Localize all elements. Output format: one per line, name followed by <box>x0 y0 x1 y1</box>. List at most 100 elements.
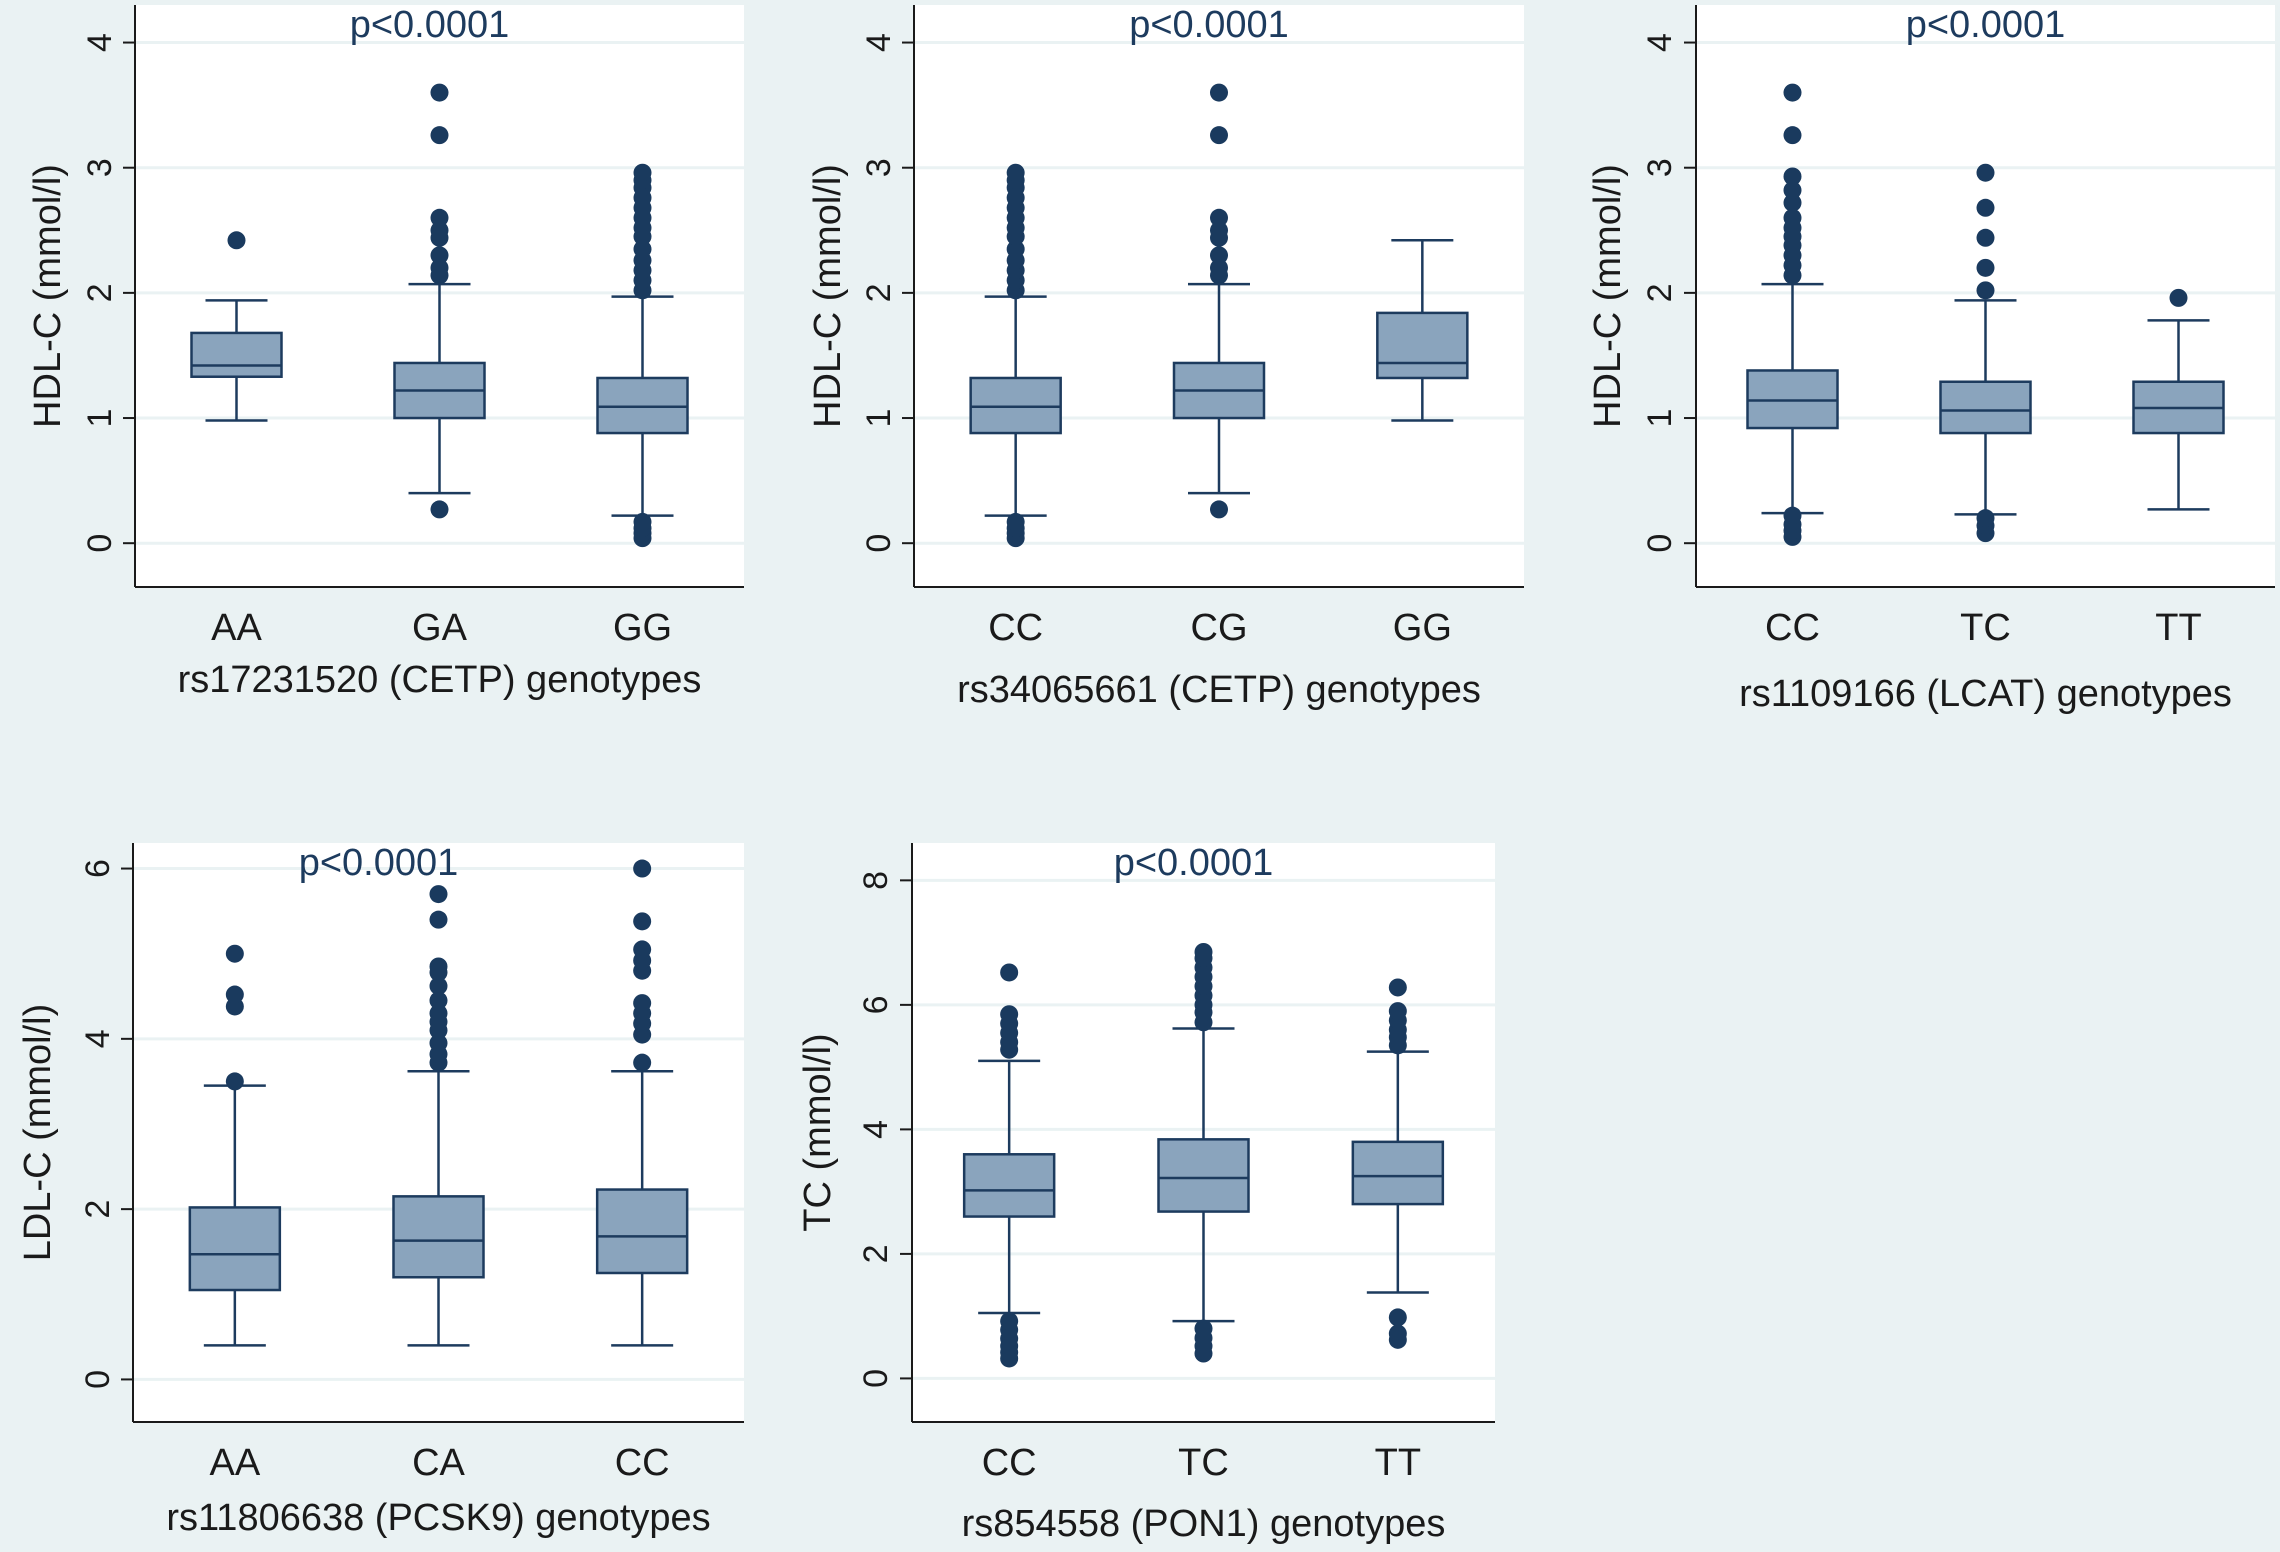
p-value-annotation: p<0.0001 <box>1906 4 2066 46</box>
outlier-point <box>1006 512 1025 531</box>
outlier-point <box>1210 246 1228 265</box>
y-tick-label: 0 <box>79 1370 117 1389</box>
outlier-point <box>1976 258 1995 277</box>
p-value-annotation: p<0.0001 <box>350 4 510 46</box>
y-tick-label: 4 <box>81 33 119 52</box>
outlier-point <box>1388 978 1407 997</box>
outlier-point <box>429 910 448 929</box>
box-CC <box>1746 83 1839 546</box>
x-tick-label: TT <box>2155 607 2201 649</box>
x-tick-label: CA <box>412 1442 465 1484</box>
y-axis-label: TC (mmol/l) <box>797 1033 839 1231</box>
outlier-point <box>1976 198 1995 217</box>
y-tick-label: 1 <box>1641 409 1679 428</box>
box-TT <box>1351 978 1445 1349</box>
iqr-box <box>392 1195 485 1279</box>
outlier-point <box>1210 258 1228 277</box>
outlier-point <box>1783 83 1802 102</box>
y-tick-label: 2 <box>79 1200 117 1219</box>
iqr-box <box>1376 311 1469 380</box>
y-tick-label: 0 <box>860 534 898 553</box>
x-tick-label: AA <box>211 607 262 649</box>
outlier-point <box>1000 963 1019 982</box>
outlier-point <box>1783 181 1802 200</box>
box-CC <box>595 859 689 1347</box>
outlier-point <box>633 994 652 1013</box>
outlier-point <box>633 512 652 531</box>
outlier-point <box>430 126 449 145</box>
box-TC <box>1157 942 1250 1363</box>
x-tick-label: AA <box>209 1442 260 1484</box>
outlier-point <box>1210 221 1228 240</box>
box-AA <box>188 944 282 1347</box>
p-value-annotation: p<0.0001 <box>1129 4 1289 46</box>
outlier-point <box>1976 163 1995 182</box>
p-value-annotation: p<0.0001 <box>1114 842 1274 884</box>
y-tick-label: 4 <box>1641 33 1679 52</box>
x-tick-label: TT <box>1375 1442 1421 1484</box>
box-TT <box>2132 288 2225 511</box>
x-tick-label: TC <box>1178 1442 1229 1484</box>
box-GG <box>596 163 689 548</box>
iqr-box <box>1939 380 2032 435</box>
outlier-point <box>430 221 449 240</box>
outlier-point <box>1210 500 1228 519</box>
outlier-point <box>429 1004 448 1023</box>
y-tick-label: 0 <box>1641 534 1679 553</box>
y-tick-label: 0 <box>857 1369 895 1388</box>
outlier-point <box>1006 240 1025 259</box>
iqr-box <box>1157 1138 1250 1213</box>
box-CC <box>962 963 1056 1368</box>
y-tick-label: 3 <box>81 158 119 177</box>
y-axis-label: HDL-C (mmol/l) <box>1587 164 1629 428</box>
outlier-point <box>1976 509 1995 528</box>
iqr-box <box>969 376 1062 435</box>
outlier-point <box>429 977 448 996</box>
x-tick-label: TC <box>1960 607 2011 649</box>
y-axis-label: LDL-C (mmol/l) <box>17 1004 59 1262</box>
outlier-point <box>1006 163 1025 182</box>
chart-panel-3: 0 1 2 3 4 HDL-C (mmol/l) p<0.0001 CC TC TT rs11091… <box>1587 4 2275 715</box>
outlier-point <box>1783 193 1802 212</box>
outlier-point <box>1783 506 1802 525</box>
outlier-point <box>1388 1324 1407 1343</box>
box-TC <box>1939 163 2032 543</box>
y-tick-label: 2 <box>860 283 898 302</box>
outlier-point <box>1783 167 1802 186</box>
x-tick-label: GG <box>613 607 672 649</box>
iqr-box <box>596 376 689 435</box>
y-tick-label: 8 <box>857 871 895 890</box>
outlier-point <box>633 912 652 931</box>
iqr-box <box>1351 1140 1445 1206</box>
outlier-point <box>2169 288 2188 307</box>
iqr-box <box>595 1188 689 1275</box>
outlier-point <box>225 1072 244 1091</box>
outlier-point <box>1210 126 1228 145</box>
x-axis-label: rs854558 (PON1) genotypes <box>962 1503 1446 1545</box>
iqr-box <box>962 1153 1056 1218</box>
box-CA <box>392 885 485 1347</box>
x-tick-label: CC <box>1765 607 1820 649</box>
y-tick-label: 1 <box>81 409 119 428</box>
outlier-point <box>1783 208 1802 227</box>
iqr-box <box>190 331 283 378</box>
y-tick-label: 4 <box>860 33 898 52</box>
outlier-point <box>430 246 449 265</box>
chart-panel-5: 0 2 4 6 8 TC (mmol/l) p<0.0001 CC TC TT rs854558 (… <box>797 842 1495 1545</box>
outlier-point <box>1976 281 1995 300</box>
outlier-point <box>430 208 449 227</box>
y-tick-label: 3 <box>1641 158 1679 177</box>
x-tick-label: GA <box>412 607 468 649</box>
outlier-point <box>633 240 652 259</box>
outlier-point <box>633 940 652 959</box>
outlier-point <box>429 1034 448 1053</box>
y-tick-label: 3 <box>860 158 898 177</box>
outlier-point <box>1388 1308 1407 1327</box>
y-tick-label: 4 <box>857 1120 895 1139</box>
x-tick-label: CG <box>1191 607 1248 649</box>
outlier-point <box>1388 1002 1407 1021</box>
outlier-point <box>1210 83 1228 102</box>
y-tick-label: 0 <box>81 534 119 553</box>
outlier-point <box>429 991 448 1010</box>
